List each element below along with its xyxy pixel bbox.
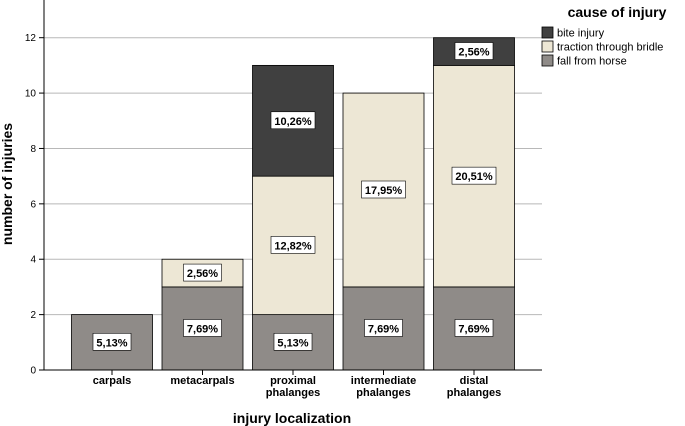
- data-label: 5,13%: [277, 337, 308, 349]
- x-tick-label: distal phalanges: [447, 375, 501, 399]
- legend-swatch: [541, 40, 554, 53]
- legend-label: traction through bridle: [557, 42, 663, 54]
- data-label-box: [183, 263, 222, 282]
- legend-swatch: [541, 54, 554, 67]
- data-label-box: [364, 319, 403, 337]
- data-label: 10,26%: [274, 116, 312, 128]
- axes: 0 2 4 6 8 10 12 carpals metacarpals proximal phala…: [25, 0, 542, 399]
- y-tick-label: 0: [30, 366, 36, 377]
- data-label: 7,69%: [368, 323, 399, 335]
- x-tick-label: carpals: [93, 375, 132, 387]
- data-label-box: [270, 111, 316, 130]
- data-label: 20,51%: [455, 171, 493, 183]
- data-label-box: [454, 319, 494, 337]
- y-tick-label: 4: [30, 255, 36, 266]
- data-label-box: [270, 236, 316, 254]
- data-label: 12,82%: [274, 240, 312, 252]
- data-label: 2,56%: [458, 47, 489, 59]
- y-tick-label: 2: [30, 310, 36, 321]
- x-axis-title: injury localization: [233, 410, 351, 426]
- data-label: 7,69%: [458, 323, 489, 335]
- y-tick-label: 6: [30, 199, 36, 210]
- y-tick-label: 8: [30, 144, 36, 155]
- data-label-box: [92, 333, 132, 351]
- y-tick-label: 12: [25, 33, 37, 44]
- legend: cause of injury bite injury traction thro…: [541, 4, 667, 68]
- data-label-box: [183, 319, 222, 337]
- data-label: 2,56%: [187, 268, 218, 280]
- data-label: 17,95%: [365, 185, 403, 197]
- data-label-box: [361, 180, 406, 199]
- y-axis-title: number of injuries: [0, 123, 15, 245]
- legend-label: fall from horse: [557, 56, 627, 68]
- x-tick-label: intermediate phalanges: [351, 375, 416, 399]
- legend-title: cause of injury: [568, 4, 667, 20]
- y-tick-label: 10: [25, 89, 37, 100]
- x-tick-label: proximal phalanges: [266, 375, 320, 399]
- data-labels: 5,13% 7,69% 2,56% 5,13% 12,82% 10,26% 7,69% 17,…: [92, 42, 497, 351]
- data-label-box: [454, 42, 494, 60]
- data-label: 7,69%: [187, 323, 218, 335]
- legend-swatch: [541, 26, 554, 39]
- data-label-box: [451, 166, 497, 185]
- x-tick-label: metacarpals: [170, 375, 234, 387]
- data-label: 5,13%: [96, 337, 127, 349]
- legend-label: bite injury: [557, 28, 605, 40]
- data-label-box: [273, 333, 313, 351]
